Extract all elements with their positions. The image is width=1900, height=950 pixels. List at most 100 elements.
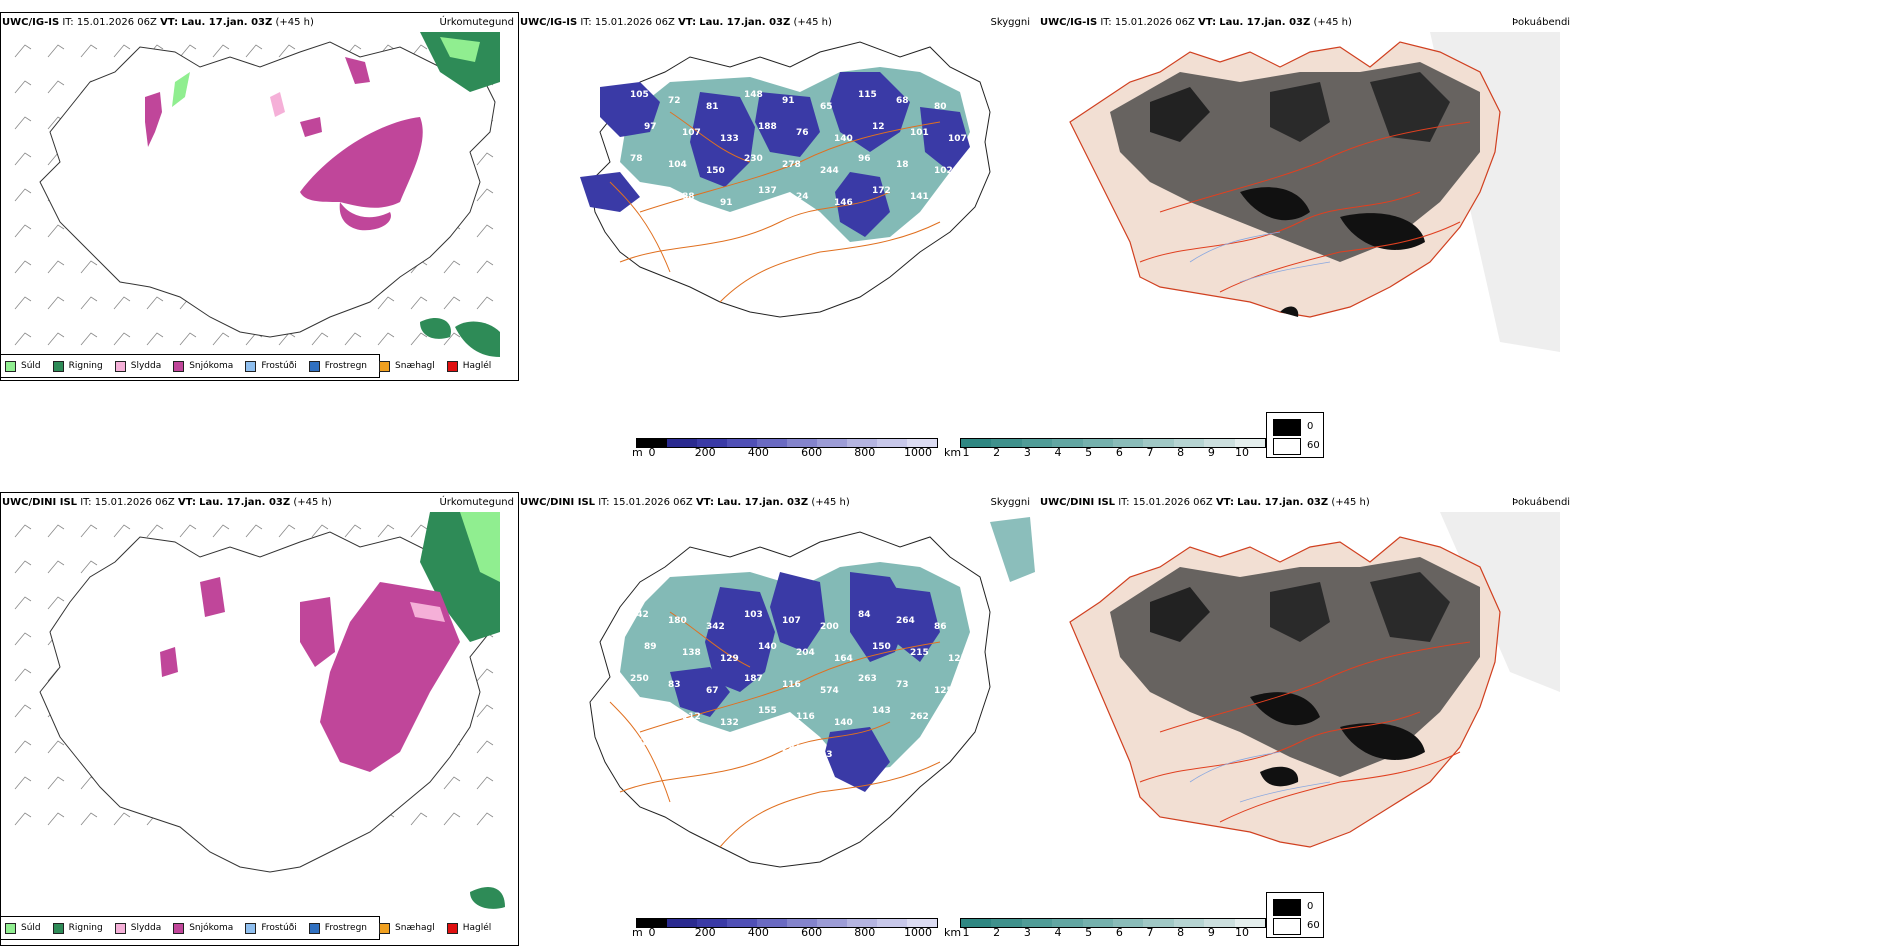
it-value: 15.01.2026 06Z <box>594 17 675 28</box>
wind-barb <box>179 524 197 538</box>
colorbar-step-3 <box>1052 919 1083 927</box>
colorbar-tick: 800 <box>854 926 876 939</box>
legend-item-0: Súld <box>5 360 41 372</box>
legend-item-2: Slydda <box>114 360 162 372</box>
colorbar-step-4 <box>1082 439 1114 447</box>
wind-barb <box>113 44 131 58</box>
wind-barb <box>476 260 494 274</box>
lead-time: (+45 h) <box>1331 497 1370 508</box>
model-name: UWC/IG-IS <box>1040 17 1098 28</box>
colorbar-step-2 <box>1021 439 1053 447</box>
visibility-value-label: 244 <box>820 166 839 176</box>
lead-time: (+45 h) <box>1313 17 1352 28</box>
visibility-value-label: 140 <box>834 718 853 728</box>
visibility-value-label: 24 <box>796 192 809 202</box>
wind-barb <box>80 44 98 58</box>
visibility-value-label: 89 <box>644 642 657 652</box>
legend-label: Snæhagl <box>395 361 435 371</box>
legend-item-3: Snjókoma <box>173 922 233 934</box>
vt-value: Lau. 17.jan. 03Z <box>699 17 791 28</box>
wind-barb <box>47 524 65 538</box>
visibility-value-label: 208 <box>706 750 725 760</box>
visibility-value-label: 132 <box>720 718 739 728</box>
visibility-value-label: 284 <box>782 744 801 754</box>
wind-barb <box>14 596 32 610</box>
colorbar-step-4 <box>757 439 787 447</box>
it-label: IT: <box>580 17 592 28</box>
colorbar-tick: 6 <box>1115 926 1123 939</box>
legend-swatch <box>52 922 64 934</box>
colorbar-step-0 <box>961 919 992 927</box>
legend-item-7: Haglél <box>446 922 492 934</box>
vt-label: VT: <box>1215 497 1234 508</box>
colorbar-tick: 5 <box>1085 446 1093 459</box>
wind-barb <box>410 296 428 310</box>
wind-barb <box>14 332 32 346</box>
legend-item-0: Súld <box>5 922 41 934</box>
header-row2-panel1: UWC/DINI ISL IT: 15.01.2026 06Z VT: Lau.… <box>2 497 332 509</box>
vt-value: Lau. 17.jan. 03Z <box>181 17 273 28</box>
visibility-value-label: 103 <box>668 224 687 234</box>
model-name: UWC/IG-IS <box>520 17 578 28</box>
legend-item-2: Slydda <box>114 922 162 934</box>
visibility-value-label: 107 <box>782 616 801 626</box>
visibility-value-label: 264 <box>896 616 915 626</box>
visibility-value-label: 263 <box>858 674 877 684</box>
wind-barb <box>410 44 428 58</box>
wind-barb <box>476 812 494 826</box>
panel-title: Úrkomutegund <box>439 17 514 28</box>
legend-item-6: Snæhagl <box>379 360 435 372</box>
wind-barb <box>14 632 32 646</box>
legend-item-1: Rigning <box>52 360 103 372</box>
wind-barb <box>47 560 65 574</box>
fog-swatch-60 <box>1273 438 1301 455</box>
colorbar-step-1 <box>667 439 697 447</box>
colorbar-tick: 7 <box>1146 446 1154 459</box>
fog-map-row1 <box>1069 32 1560 352</box>
wind-barb <box>14 188 32 202</box>
colorbar-step-2 <box>697 919 727 927</box>
wind-barb <box>14 524 32 538</box>
wind-barb <box>80 260 98 274</box>
legend-label: Slydda <box>130 923 162 933</box>
visibility-value-label: 247 <box>744 738 763 748</box>
legend-swatch <box>52 360 64 372</box>
precip-legend: Súld Rigning Slydda Snjókoma Frostúði Frostre… <box>0 916 491 940</box>
legend-label: Frostregn <box>324 361 368 371</box>
visibility-value-label: 142 <box>630 610 649 620</box>
visibility-map-row2: 142 180 342 103 107 200 84 264 86 89 138 129 140 204 1… <box>589 517 1035 868</box>
terrain-colorbar-row2 <box>636 918 938 928</box>
colorbar-step-0 <box>637 919 667 927</box>
visibility-value-label: 200 <box>820 622 839 632</box>
terrain-unit: m <box>632 926 643 939</box>
colorbar-tick: 0 <box>648 926 656 939</box>
visibility-value-label: 125 <box>934 686 953 696</box>
visibility-value-label: 140 <box>758 642 777 652</box>
legend-swatch <box>5 360 16 372</box>
colorbar-step-9 <box>907 919 937 927</box>
visibility-value-label: 150 <box>706 166 725 176</box>
wind-barb <box>410 332 428 346</box>
wind-barb <box>476 740 494 754</box>
colorbar-tick: 1000 <box>904 446 932 459</box>
lead-time: (+45 h) <box>275 17 314 28</box>
precip-type-panel-row2: UWC/DINI ISL IT: 15.01.2026 06Z VT: Lau.… <box>0 492 520 950</box>
colorbar-tick: 1 <box>962 446 970 459</box>
colorbar-tick: 5 <box>1085 926 1093 939</box>
legend-label: Slydda <box>130 361 162 371</box>
visibility-value-label: 48 <box>630 218 643 228</box>
wind-barb <box>443 260 461 274</box>
legend-label: Haglél <box>462 923 492 933</box>
wind-barb <box>47 224 65 238</box>
visibility-value-label: 65 <box>820 102 833 112</box>
wind-barb <box>47 80 65 94</box>
visibility-value-label: 107 <box>948 134 967 144</box>
visibility-value-label: 81 <box>706 102 719 112</box>
colorbar-step-9 <box>1234 919 1266 927</box>
fog-map-row2 <box>1069 512 1560 848</box>
legend-label: Súld <box>21 923 41 933</box>
precip-legend: Súld Rigning Slydda Snjókoma Frostúði Frostre… <box>0 354 491 378</box>
wind-barb <box>245 524 263 538</box>
visibility-value-label: 104 <box>668 160 687 170</box>
colorbar-tick: 10 <box>1235 926 1249 939</box>
